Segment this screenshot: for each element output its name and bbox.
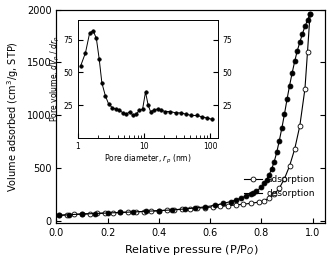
adsorption bbox=[157, 209, 161, 212]
desorption bbox=[272, 160, 276, 163]
adsorption bbox=[188, 207, 192, 210]
adsorption bbox=[88, 212, 92, 215]
adsorption bbox=[118, 211, 122, 214]
desorption bbox=[262, 182, 266, 185]
desorption bbox=[290, 71, 294, 74]
adsorption bbox=[306, 50, 309, 53]
adsorption bbox=[308, 12, 312, 15]
desorption bbox=[239, 197, 243, 200]
desorption bbox=[234, 198, 238, 201]
desorption bbox=[275, 151, 279, 154]
desorption bbox=[298, 41, 302, 44]
adsorption bbox=[203, 206, 207, 209]
desorption bbox=[157, 209, 161, 212]
adsorption bbox=[80, 213, 84, 216]
desorption bbox=[288, 84, 292, 87]
Legend: adsorption, desorption: adsorption, desorption bbox=[240, 172, 318, 201]
adsorption bbox=[149, 210, 153, 213]
adsorption bbox=[282, 177, 286, 180]
X-axis label: Relative pressure (P/P$_O$): Relative pressure (P/P$_O$) bbox=[124, 244, 258, 257]
desorption bbox=[229, 200, 233, 203]
desorption bbox=[57, 214, 61, 217]
desorption bbox=[280, 126, 284, 129]
adsorption bbox=[142, 210, 146, 213]
desorption bbox=[106, 211, 110, 215]
adsorption bbox=[111, 211, 115, 214]
Line: desorption: desorption bbox=[57, 11, 312, 218]
desorption bbox=[182, 208, 186, 211]
desorption bbox=[254, 190, 258, 193]
adsorption bbox=[257, 200, 261, 204]
desorption bbox=[203, 205, 207, 209]
adsorption bbox=[262, 199, 266, 202]
adsorption bbox=[277, 186, 281, 190]
desorption bbox=[293, 60, 297, 63]
desorption bbox=[170, 208, 174, 211]
desorption bbox=[249, 193, 253, 196]
desorption bbox=[131, 210, 135, 214]
desorption bbox=[80, 213, 84, 216]
desorption bbox=[118, 211, 122, 214]
adsorption bbox=[134, 210, 138, 213]
adsorption bbox=[165, 209, 168, 212]
desorption bbox=[277, 139, 281, 142]
desorption bbox=[306, 19, 309, 22]
desorption bbox=[303, 25, 307, 28]
desorption bbox=[295, 49, 299, 52]
adsorption bbox=[226, 204, 230, 207]
desorption bbox=[67, 213, 71, 216]
adsorption bbox=[288, 164, 292, 168]
adsorption bbox=[249, 202, 253, 205]
desorption bbox=[213, 204, 217, 207]
desorption bbox=[301, 32, 305, 36]
desorption bbox=[144, 210, 148, 213]
desorption bbox=[93, 212, 97, 215]
adsorption bbox=[241, 203, 245, 206]
adsorption bbox=[211, 205, 215, 209]
desorption bbox=[285, 98, 289, 101]
adsorption bbox=[57, 214, 61, 217]
adsorption bbox=[65, 213, 69, 216]
desorption bbox=[244, 195, 248, 198]
adsorption bbox=[72, 213, 76, 216]
desorption bbox=[264, 178, 268, 181]
desorption bbox=[260, 185, 263, 189]
adsorption bbox=[298, 124, 302, 127]
Line: adsorption: adsorption bbox=[57, 11, 312, 218]
adsorption bbox=[126, 211, 130, 214]
Y-axis label: Volume adsorbed (cm$^3$/g, STP): Volume adsorbed (cm$^3$/g, STP) bbox=[6, 41, 22, 192]
desorption bbox=[270, 168, 274, 171]
adsorption bbox=[234, 203, 238, 206]
adsorption bbox=[303, 87, 307, 90]
adsorption bbox=[272, 193, 276, 196]
adsorption bbox=[180, 208, 184, 211]
adsorption bbox=[195, 207, 199, 210]
adsorption bbox=[267, 197, 271, 200]
desorption bbox=[193, 206, 197, 210]
desorption bbox=[282, 113, 286, 116]
desorption bbox=[221, 202, 225, 205]
desorption bbox=[267, 173, 271, 176]
desorption bbox=[308, 12, 312, 15]
adsorption bbox=[293, 148, 297, 151]
adsorption bbox=[95, 212, 99, 215]
adsorption bbox=[172, 208, 176, 211]
adsorption bbox=[103, 211, 107, 215]
adsorption bbox=[218, 205, 222, 208]
